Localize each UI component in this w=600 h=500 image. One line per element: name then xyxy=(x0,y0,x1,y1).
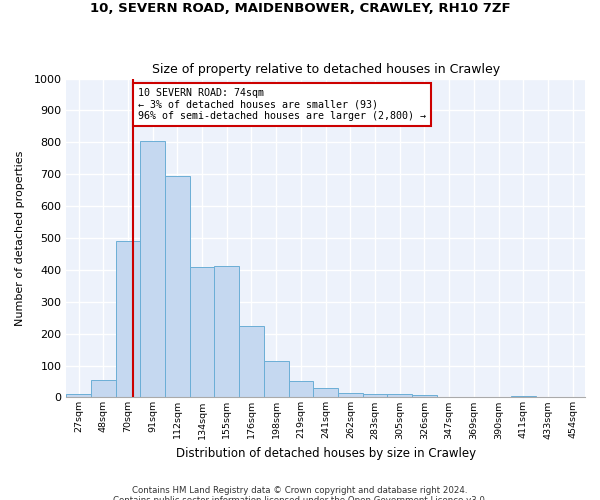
Bar xyxy=(511,396,536,398)
X-axis label: Distribution of detached houses by size in Crawley: Distribution of detached houses by size … xyxy=(176,447,476,460)
Bar xyxy=(214,266,239,398)
Y-axis label: Number of detached properties: Number of detached properties xyxy=(15,150,25,326)
Bar xyxy=(190,266,214,398)
Text: 10, SEVERN ROAD, MAIDENBOWER, CRAWLEY, RH10 7ZF: 10, SEVERN ROAD, MAIDENBOWER, CRAWLEY, R… xyxy=(89,2,511,16)
Text: Contains public sector information licensed under the Open Government Licence v3: Contains public sector information licen… xyxy=(113,496,487,500)
Bar xyxy=(412,395,437,398)
Text: Contains HM Land Registry data © Crown copyright and database right 2024.: Contains HM Land Registry data © Crown c… xyxy=(132,486,468,495)
Bar xyxy=(116,241,140,398)
Title: Size of property relative to detached houses in Crawley: Size of property relative to detached ho… xyxy=(152,63,500,76)
Bar xyxy=(239,326,264,398)
Bar xyxy=(66,394,91,398)
Bar xyxy=(165,176,190,398)
Bar xyxy=(388,394,412,398)
Bar xyxy=(264,360,289,398)
Bar xyxy=(140,140,165,398)
Bar xyxy=(289,382,313,398)
Bar xyxy=(338,393,362,398)
Bar xyxy=(91,380,116,398)
Bar xyxy=(313,388,338,398)
Text: 10 SEVERN ROAD: 74sqm
← 3% of detached houses are smaller (93)
96% of semi-detac: 10 SEVERN ROAD: 74sqm ← 3% of detached h… xyxy=(137,88,425,122)
Bar xyxy=(362,394,388,398)
